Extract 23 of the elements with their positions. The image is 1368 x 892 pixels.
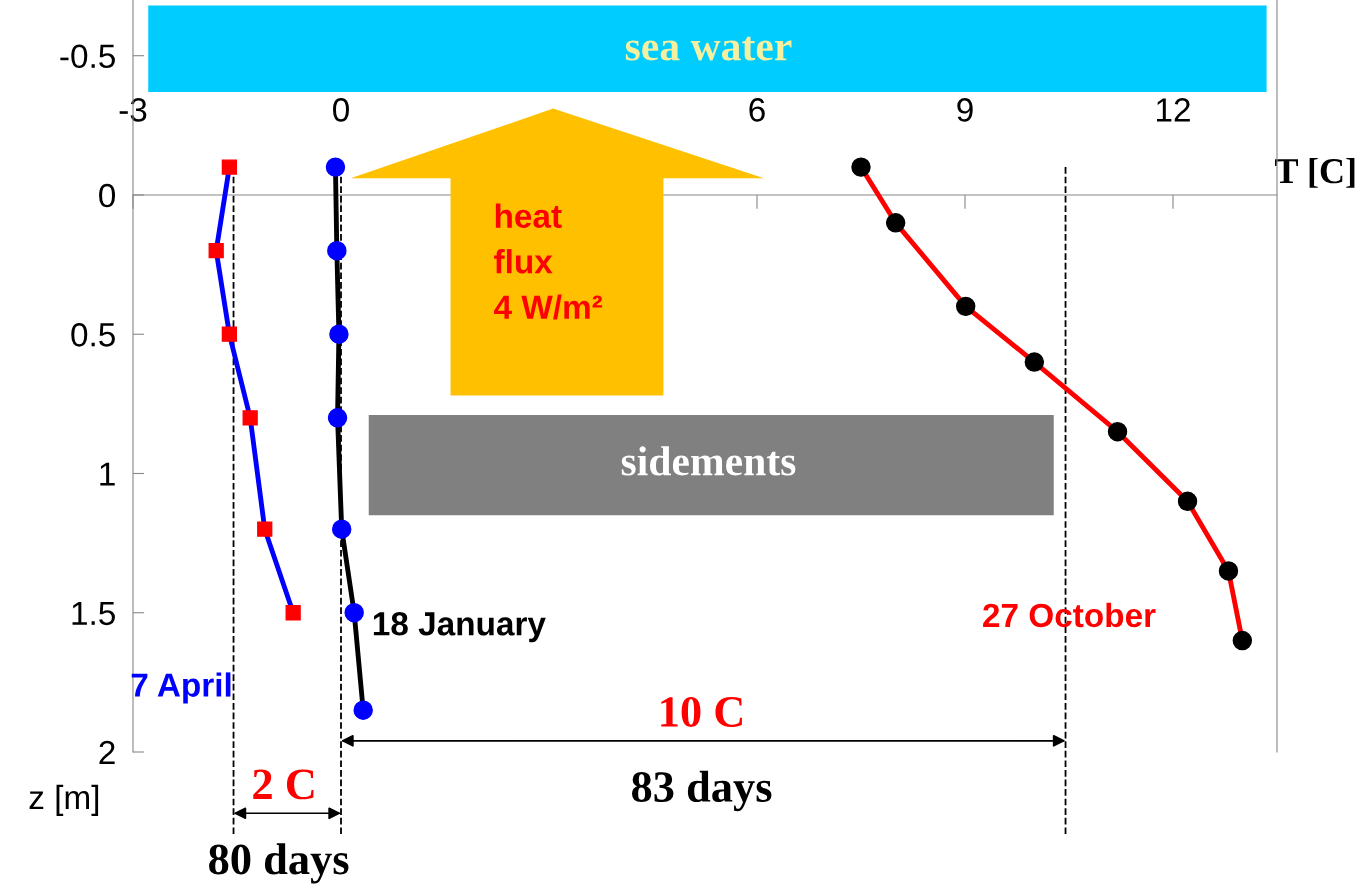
y-tick-label: -0.5: [60, 44, 115, 69]
annotation: sidements: [621, 446, 796, 476]
y-tick-label: 1.5: [72, 601, 115, 626]
annotation: sea water: [625, 36, 792, 61]
x-tick-label: 0: [333, 98, 349, 122]
text: 2 C: [253, 769, 314, 800]
text: 27 October: [983, 602, 1156, 628]
x-tick-label: 6: [749, 98, 765, 122]
x-tick-label: -3: [119, 98, 147, 122]
text: 7 April: [131, 672, 231, 704]
annotation: heat flux 4 W/m²: [494, 203, 603, 320]
y-tick-label: 2: [99, 740, 115, 765]
y-tick-label: 1: [100, 462, 115, 486]
x-tick-label: 12: [1157, 98, 1190, 122]
series-label: 18 January: [373, 612, 546, 643]
text: 83 days: [632, 770, 772, 812]
text: 80 days: [209, 843, 349, 884]
y-tick-label: 0: [99, 183, 116, 208]
x-axis-title: T [C]: [1275, 157, 1355, 188]
annotation: 10 C: [661, 696, 742, 727]
x-tick-label: 9: [957, 98, 973, 122]
y-tick-label: 0.5: [71, 323, 115, 347]
y-axis-title: z [m]: [29, 784, 99, 816]
